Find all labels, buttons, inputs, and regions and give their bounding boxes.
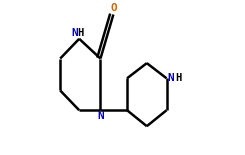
Text: H: H [77, 28, 84, 38]
Text: N: N [72, 28, 78, 38]
Text: N: N [167, 73, 174, 83]
Text: O: O [110, 3, 117, 13]
Text: H: H [175, 73, 182, 83]
Text: N: N [97, 111, 104, 121]
